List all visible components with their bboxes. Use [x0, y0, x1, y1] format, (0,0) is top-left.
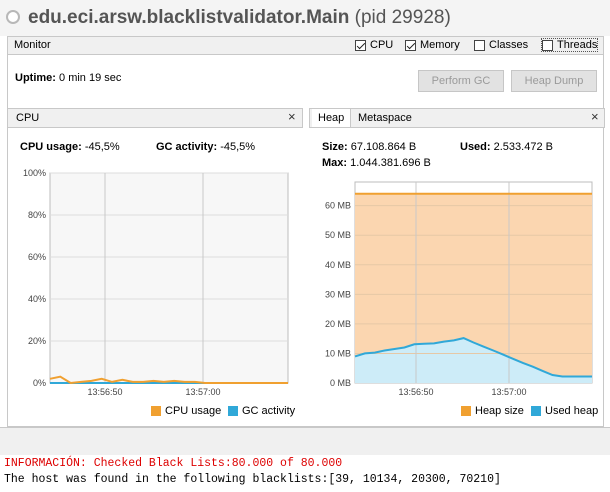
- perform-gc-button[interactable]: Perform GC: [418, 70, 504, 92]
- console-line-info: INFORMACIÓN: Checked Black Lists:80.000 …: [4, 457, 343, 470]
- heap-size-stat: Size: 67.108.864 B: [322, 141, 416, 153]
- heap-used-label: Used:: [460, 141, 491, 153]
- heap-dump-button[interactable]: Heap Dump: [511, 70, 597, 92]
- y-tick-label: 20%: [28, 336, 46, 346]
- used-heap-area: [355, 338, 592, 383]
- uptime-label: Uptime:: [15, 72, 56, 84]
- memory-checkbox[interactable]: Memory: [405, 39, 460, 51]
- plot-area: [49, 172, 289, 384]
- cpu-checkbox-label: CPU: [370, 39, 394, 51]
- heap-chart: 0 MB 10 MB 20 MB 30 MB 40 MB 50 MB 60 MB 13:56:…: [325, 181, 593, 397]
- y-tick-label: 10 MB: [325, 348, 351, 358]
- window-title: edu.eci.arsw.blacklistvalidator.Main (pi…: [28, 7, 451, 29]
- classes-checkbox-label: Classes: [489, 39, 529, 51]
- y-tick-label: 40%: [28, 294, 46, 304]
- uptime: Uptime: 0 min 19 sec: [15, 72, 121, 84]
- x-tick-label: 13:56:50: [87, 387, 122, 397]
- x-tick-label: 13:57:00: [185, 387, 220, 397]
- heap-panel-header: Heap Metaspace ×: [309, 108, 605, 128]
- splitter[interactable]: [0, 427, 610, 456]
- tab-heap-label: Heap: [318, 112, 345, 124]
- legend-heap-size: Heap size: [461, 405, 524, 417]
- y-tick-label: 50 MB: [325, 230, 351, 240]
- legend-used-heap: Used heap: [531, 405, 598, 417]
- y-tick-label: 0%: [33, 378, 46, 388]
- threads-checkbox-label: Threads: [557, 39, 598, 51]
- x-tick-label: 13:57:00: [491, 387, 526, 397]
- memory-checkbox-label: Memory: [420, 39, 460, 51]
- y-tick-label: 60%: [28, 252, 46, 262]
- legend-label: Heap size: [475, 405, 524, 417]
- legend-gc-activity: GC activity: [228, 405, 295, 417]
- threads-checkbox[interactable]: Threads: [540, 38, 599, 52]
- legend-label: GC activity: [242, 405, 296, 417]
- heap-max-value: 1.044.381.696 B: [350, 157, 431, 169]
- legend-swatch: [228, 406, 238, 416]
- y-tick-label: 40 MB: [325, 260, 351, 270]
- console-output: INFORMACIÓN: Checked Black Lists:80.000 …: [0, 455, 610, 492]
- y-tick-label: 30 MB: [325, 289, 351, 299]
- tab-heap[interactable]: Heap: [312, 109, 351, 127]
- heap-used-stat: Used: 2.533.472 B: [460, 141, 553, 153]
- heap-size-label: Size:: [322, 141, 348, 153]
- checkbox-checked-icon: [405, 39, 416, 51]
- cpu-usage-value: -45,5%: [84, 141, 120, 153]
- gc-activity-label: GC activity:: [156, 141, 218, 153]
- cpu-usage-stat: CPU usage: -45,5%: [20, 141, 120, 153]
- heap-size-area: [355, 193, 592, 383]
- y-tick-label: 80%: [28, 210, 46, 220]
- pid-label: (pid 29928): [354, 7, 451, 28]
- heap-size-value: 67.108.864 B: [350, 141, 417, 153]
- tab-metaspace[interactable]: Metaspace: [358, 112, 412, 124]
- app-name: edu.eci.arsw.blacklistvalidator.Main: [28, 7, 350, 28]
- legend-swatch: [531, 406, 541, 416]
- checkbox-checked-icon: [355, 39, 366, 51]
- heap-max-label: Max:: [322, 157, 348, 169]
- monitor-label: Monitor: [14, 39, 51, 51]
- legend-label: Used heap: [545, 405, 599, 417]
- checkbox-unchecked-icon: [542, 39, 553, 51]
- heap-used-value: 2.533.472 B: [493, 141, 553, 153]
- x-tick-label: 13:56:50: [398, 387, 433, 397]
- heap-max-stat: Max: 1.044.381.696 B: [322, 157, 431, 169]
- checkbox-unchecked-icon: [474, 39, 485, 51]
- cpu-tab[interactable]: CPU: [16, 112, 40, 124]
- classes-checkbox[interactable]: Classes: [474, 39, 528, 51]
- close-icon[interactable]: ×: [288, 109, 296, 124]
- legend-label: CPU usage: [165, 405, 222, 417]
- y-tick-label: 60 MB: [325, 201, 351, 211]
- close-icon[interactable]: ×: [591, 109, 599, 124]
- cpu-usage-label: CPU usage:: [20, 141, 82, 153]
- legend-cpu-usage: CPU usage: [151, 405, 221, 417]
- monitor-header: Monitor CPU Memory Classes Threads: [7, 36, 604, 55]
- y-tick-label: 0 MB: [330, 378, 351, 388]
- y-tick-label: 100%: [23, 168, 46, 178]
- status-circle-icon: [6, 10, 20, 24]
- legend-swatch: [461, 406, 471, 416]
- title-bar: edu.eci.arsw.blacklistvalidator.Main (pi…: [0, 0, 610, 36]
- series-line-used-heap: [354, 337, 592, 378]
- cpu-chart: 0% 20% 40% 60% 80% 100% 13:56:50 13:57:00: [23, 168, 289, 397]
- legend-swatch: [151, 406, 161, 416]
- cpu-checkbox[interactable]: CPU: [355, 39, 393, 51]
- console-line-result: The host was found in the following blac…: [4, 473, 501, 486]
- y-tick-label: 20 MB: [325, 319, 351, 329]
- cpu-panel-header: CPU ×: [7, 108, 303, 128]
- gc-activity-stat: GC activity: -45,5%: [156, 141, 255, 153]
- gc-activity-value: -45,5%: [220, 141, 256, 153]
- series-line-cpu-usage: [49, 375, 288, 385]
- uptime-value: 0 min 19 sec: [59, 72, 122, 84]
